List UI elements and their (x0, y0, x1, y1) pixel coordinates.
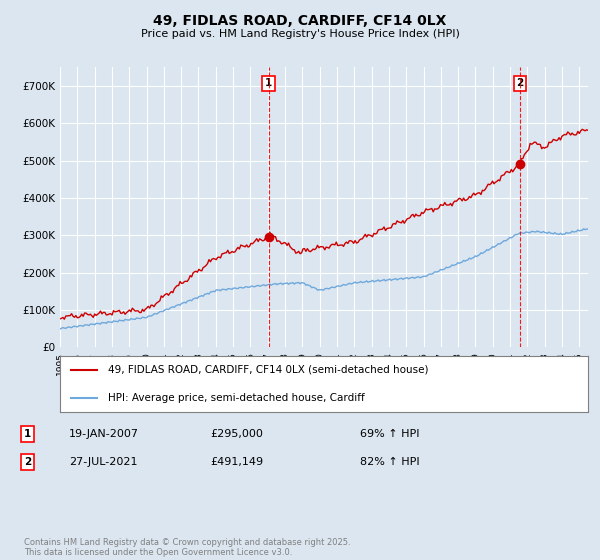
Text: £491,149: £491,149 (210, 457, 263, 467)
Text: 1: 1 (24, 429, 31, 439)
Text: 19-JAN-2007: 19-JAN-2007 (69, 429, 139, 439)
Text: 49, FIDLAS ROAD, CARDIFF, CF14 0LX (semi-detached house): 49, FIDLAS ROAD, CARDIFF, CF14 0LX (semi… (107, 365, 428, 375)
Text: HPI: Average price, semi-detached house, Cardiff: HPI: Average price, semi-detached house,… (107, 393, 364, 403)
Text: Price paid vs. HM Land Registry's House Price Index (HPI): Price paid vs. HM Land Registry's House … (140, 29, 460, 39)
Text: 69% ↑ HPI: 69% ↑ HPI (360, 429, 419, 439)
Text: 1: 1 (265, 78, 272, 88)
Text: 2: 2 (24, 457, 31, 467)
Text: Contains HM Land Registry data © Crown copyright and database right 2025.
This d: Contains HM Land Registry data © Crown c… (24, 538, 350, 557)
Text: 49, FIDLAS ROAD, CARDIFF, CF14 0LX: 49, FIDLAS ROAD, CARDIFF, CF14 0LX (154, 14, 446, 28)
Text: £295,000: £295,000 (210, 429, 263, 439)
Text: 82% ↑ HPI: 82% ↑ HPI (360, 457, 419, 467)
Text: 2: 2 (517, 78, 524, 88)
Text: 27-JUL-2021: 27-JUL-2021 (69, 457, 137, 467)
